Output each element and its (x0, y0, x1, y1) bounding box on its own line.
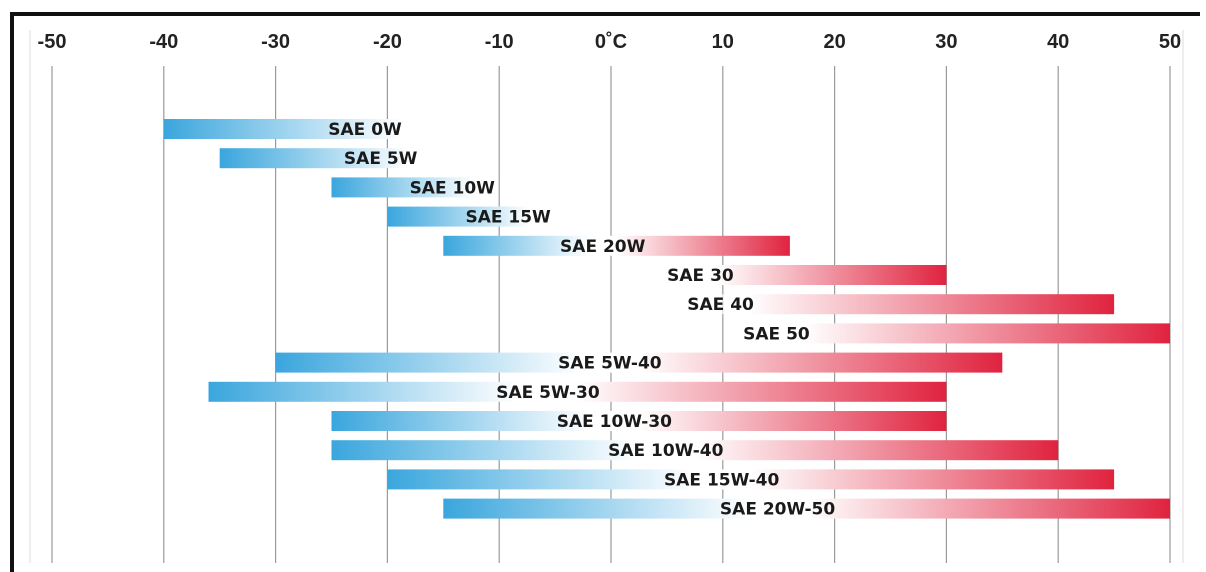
bar-label: SAE 40 (687, 295, 754, 315)
bar-label: SAE 5W-40 (558, 354, 662, 374)
bar-label: SAE 30 (667, 266, 734, 286)
bar-label: SAE 15W-40 (664, 470, 779, 490)
bar-label: SAE 20W-50 (720, 500, 835, 520)
bar-sae-30 (666, 265, 947, 285)
bar-sae-15w-40 (387, 469, 1115, 490)
x-axis-ticks: -50 -40 -30 -20 -10 0˚C 10 20 30 40 50 (38, 30, 1182, 53)
bar-sae-20w (443, 235, 790, 256)
x-tick-label: 50 (1159, 31, 1181, 53)
bar-label: SAE 50 (743, 324, 810, 344)
bar-sae-10w-40 (331, 440, 1059, 461)
bar-sae-10w (331, 177, 500, 198)
bar-sae-20w-50 (443, 498, 1170, 519)
bar-sae-5w-40 (275, 352, 1003, 373)
x-tick-label: -10 (485, 31, 514, 53)
bar-label: SAE 15W (465, 208, 551, 228)
x-tick-label: -40 (149, 31, 178, 53)
bar-sae-50 (722, 323, 1170, 344)
x-tick-label: -30 (261, 31, 290, 53)
x-tick-label: 0˚C (595, 30, 627, 53)
bars (163, 119, 1170, 519)
bar-sae-40 (666, 294, 1115, 315)
bar-sae-10w-30 (331, 411, 947, 431)
bar-sae-15w (387, 206, 556, 227)
bar-label: SAE 5W-30 (496, 383, 600, 403)
bar-label: SAE 10W-30 (557, 412, 672, 432)
x-tick-label: 20 (823, 31, 845, 53)
x-tick-label: 10 (712, 31, 734, 53)
chart-border (10, 12, 1200, 572)
bar-label: SAE 10W-40 (608, 441, 723, 461)
bar-label: SAE 10W (410, 178, 496, 198)
bar-labels: SAE 0W SAE 5W SAE 10W SAE 15W SAE 20W SAE 30 S… (328, 120, 835, 520)
bar-label: SAE 5W (344, 149, 418, 169)
x-tick-label: -20 (373, 31, 402, 53)
x-tick-label: 30 (935, 31, 957, 53)
bar-label: SAE 0W (328, 120, 402, 140)
x-tick-label: -50 (38, 31, 67, 53)
bar-sae-5w-30 (208, 381, 947, 402)
bar-sae-0w (163, 119, 444, 139)
bar-sae-5w (219, 148, 444, 169)
bar-label: SAE 20W (560, 237, 646, 257)
x-tick-label: 40 (1047, 31, 1069, 53)
